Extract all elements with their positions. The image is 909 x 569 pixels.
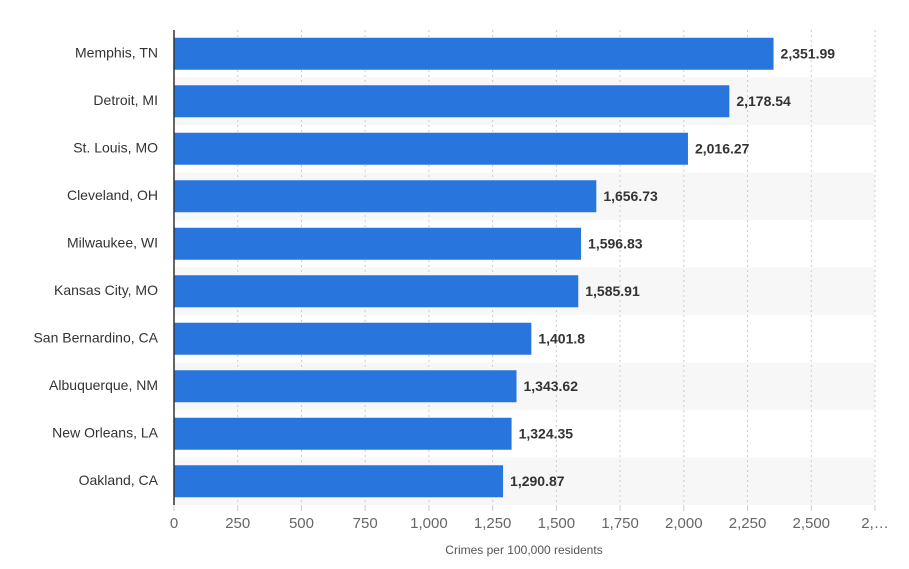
x-axis-label: Crimes per 100,000 residents xyxy=(445,543,602,557)
bar xyxy=(174,465,504,498)
x-tick-label: 250 xyxy=(225,515,250,532)
x-tick-label: 1,000 xyxy=(410,515,448,532)
bar xyxy=(174,227,582,260)
x-tick-label: 2,500 xyxy=(792,515,830,532)
value-label: 1,324.35 xyxy=(519,425,574,441)
x-tick-label: 2,250 xyxy=(729,515,767,532)
bar xyxy=(174,85,730,118)
x-tick-label: 1,500 xyxy=(538,515,576,532)
y-tick-label: New Orleans, LA xyxy=(52,424,158,440)
x-tick-label: 750 xyxy=(353,515,378,532)
value-label: 2,351.99 xyxy=(781,45,836,61)
x-tick-label: 500 xyxy=(289,515,314,532)
value-label: 1,401.8 xyxy=(538,330,585,346)
value-label: 1,596.83 xyxy=(588,235,643,251)
bar xyxy=(174,322,532,355)
value-label: 1,290.87 xyxy=(510,473,565,489)
y-tick-label: Memphis, TN xyxy=(75,44,158,60)
x-tick-label: 0 xyxy=(170,515,178,532)
y-tick-label: Oakland, CA xyxy=(79,472,159,488)
y-tick-label: Detroit, MI xyxy=(93,92,158,108)
bar xyxy=(174,132,688,165)
bar xyxy=(174,180,597,213)
x-tick-label: 1,750 xyxy=(601,515,639,532)
bar xyxy=(174,370,517,403)
value-label: 2,016.27 xyxy=(695,140,750,156)
value-label: 1,656.73 xyxy=(603,188,658,204)
y-tick-label: Milwaukee, WI xyxy=(67,234,158,250)
bar xyxy=(174,275,579,308)
bar xyxy=(174,417,512,450)
y-tick-label: Kansas City, MO xyxy=(54,282,158,298)
x-tick-label: 2,… xyxy=(861,515,889,532)
y-tick-label: Albuquerque, NM xyxy=(49,377,158,393)
value-label: 1,343.62 xyxy=(524,378,579,394)
y-tick-label: Cleveland, OH xyxy=(67,187,158,203)
x-tick-label: 2,000 xyxy=(665,515,703,532)
value-label: 1,585.91 xyxy=(585,283,640,299)
x-tick-label: 1,250 xyxy=(474,515,512,532)
value-label: 2,178.54 xyxy=(736,93,791,109)
bar xyxy=(174,37,774,70)
y-tick-label: San Bernardino, CA xyxy=(33,329,158,345)
y-tick-label: St. Louis, MO xyxy=(73,139,158,155)
